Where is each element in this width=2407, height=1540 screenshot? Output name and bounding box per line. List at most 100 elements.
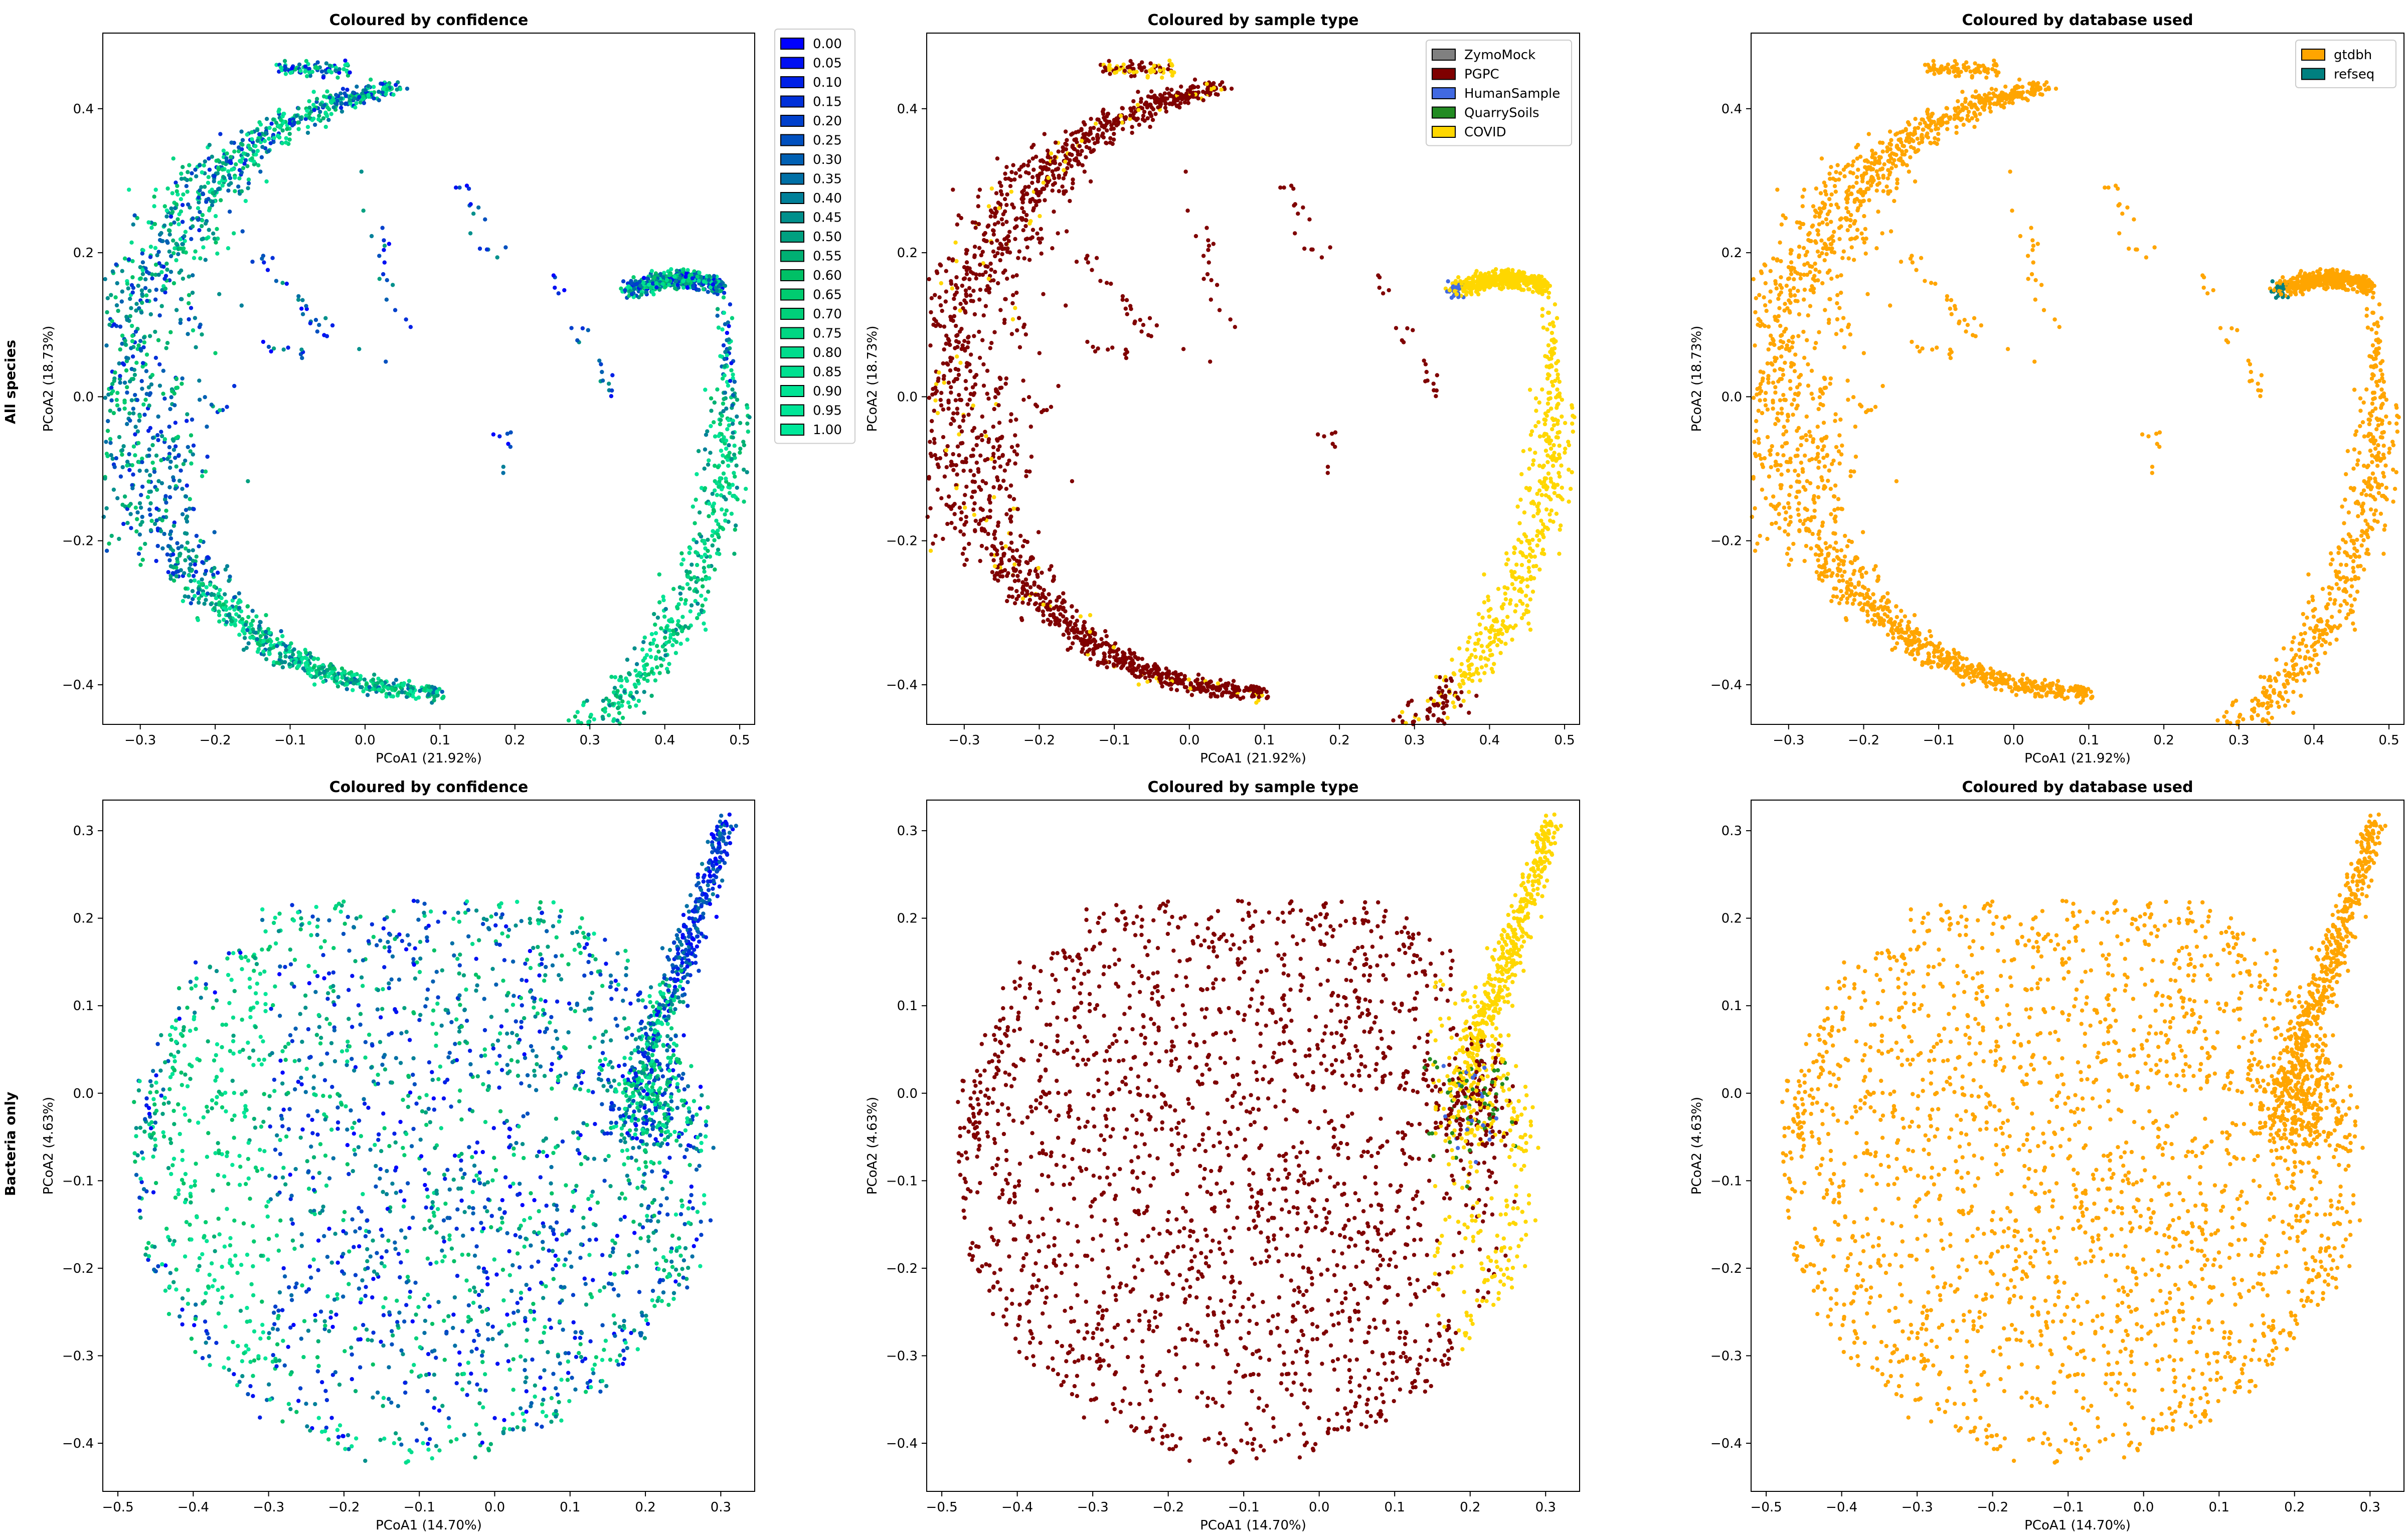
data-point xyxy=(1026,184,1031,189)
data-point xyxy=(1002,237,1007,242)
data-point xyxy=(322,671,326,675)
data-point xyxy=(612,686,617,690)
data-point xyxy=(1570,406,1575,410)
data-point xyxy=(951,187,955,192)
data-point xyxy=(962,562,967,567)
data-point xyxy=(457,185,462,190)
data-point xyxy=(733,474,737,479)
data-point xyxy=(365,693,370,697)
data-point xyxy=(194,554,199,559)
data-point xyxy=(312,682,317,687)
data-point xyxy=(958,308,962,313)
data-point xyxy=(1484,663,1488,668)
data-point xyxy=(1135,116,1140,121)
data-point xyxy=(1455,695,1460,700)
data-point xyxy=(642,635,647,640)
data-point xyxy=(1159,99,1164,103)
data-point xyxy=(242,636,247,640)
data-point xyxy=(1545,401,1551,406)
data-point xyxy=(189,237,194,241)
data-point xyxy=(961,532,966,537)
data-point xyxy=(1051,579,1055,583)
data-point xyxy=(965,361,969,365)
data-point xyxy=(142,413,147,417)
data-point xyxy=(987,494,992,498)
data-point xyxy=(696,578,701,582)
data-point xyxy=(677,276,682,281)
data-point xyxy=(318,671,322,676)
data-point xyxy=(723,364,727,368)
data-point xyxy=(993,254,997,259)
data-point xyxy=(171,579,177,583)
data-point xyxy=(962,546,967,551)
data-point xyxy=(269,121,274,126)
data-point xyxy=(125,390,129,395)
data-point xyxy=(313,122,317,127)
data-point xyxy=(653,678,658,683)
data-point xyxy=(1102,125,1107,130)
data-point xyxy=(731,435,736,440)
data-point xyxy=(1111,137,1116,142)
data-point xyxy=(724,446,729,451)
data-point xyxy=(929,296,934,300)
data-point xyxy=(1041,602,1046,607)
data-point xyxy=(304,660,309,665)
data-point xyxy=(966,340,971,345)
data-point xyxy=(1414,712,1418,717)
data-point xyxy=(303,64,308,69)
data-point xyxy=(1046,175,1051,180)
data-point xyxy=(317,667,321,672)
data-point xyxy=(971,453,975,458)
data-point xyxy=(640,647,645,652)
data-point xyxy=(381,87,386,91)
data-point xyxy=(953,240,958,245)
data-point xyxy=(936,322,940,327)
y-axis-label: PCoA2 (18.73%) xyxy=(41,326,56,432)
data-point xyxy=(657,572,662,577)
data-point xyxy=(619,684,624,689)
data-point xyxy=(211,200,215,204)
data-point xyxy=(261,339,266,344)
data-point xyxy=(146,385,151,390)
data-point xyxy=(288,118,292,122)
data-point xyxy=(983,529,987,533)
data-point xyxy=(180,381,184,386)
data-point xyxy=(946,380,951,385)
data-point xyxy=(1150,118,1155,122)
data-point xyxy=(1444,684,1448,689)
data-point xyxy=(989,267,993,272)
data-point xyxy=(440,689,444,694)
data-point xyxy=(710,491,715,496)
data-point xyxy=(284,648,288,652)
data-point xyxy=(1398,714,1402,719)
data-point xyxy=(957,505,962,510)
data-point xyxy=(961,468,966,473)
data-point xyxy=(1556,435,1560,440)
data-point xyxy=(1031,167,1036,172)
data-point xyxy=(201,191,205,196)
data-point xyxy=(1522,532,1527,537)
x-tick-label: 0.5 xyxy=(729,733,750,748)
data-point xyxy=(183,558,188,562)
data-point xyxy=(213,351,218,355)
data-point xyxy=(1007,250,1012,255)
data-point xyxy=(1116,120,1121,125)
data-point xyxy=(380,90,385,95)
data-point xyxy=(503,245,508,250)
data-point xyxy=(1042,588,1046,593)
data-point xyxy=(1557,443,1562,448)
data-point xyxy=(1064,303,1068,308)
data-point xyxy=(964,514,969,519)
data-point xyxy=(377,687,381,692)
data-point xyxy=(951,411,956,416)
data-point xyxy=(615,689,620,693)
data-point xyxy=(722,357,727,361)
data-point xyxy=(400,683,405,687)
data-point xyxy=(575,338,580,343)
data-point xyxy=(193,316,198,320)
data-point xyxy=(1136,682,1141,687)
data-point xyxy=(941,407,946,412)
data-point xyxy=(663,648,667,653)
data-point xyxy=(266,344,271,349)
data-point xyxy=(1482,572,1486,577)
